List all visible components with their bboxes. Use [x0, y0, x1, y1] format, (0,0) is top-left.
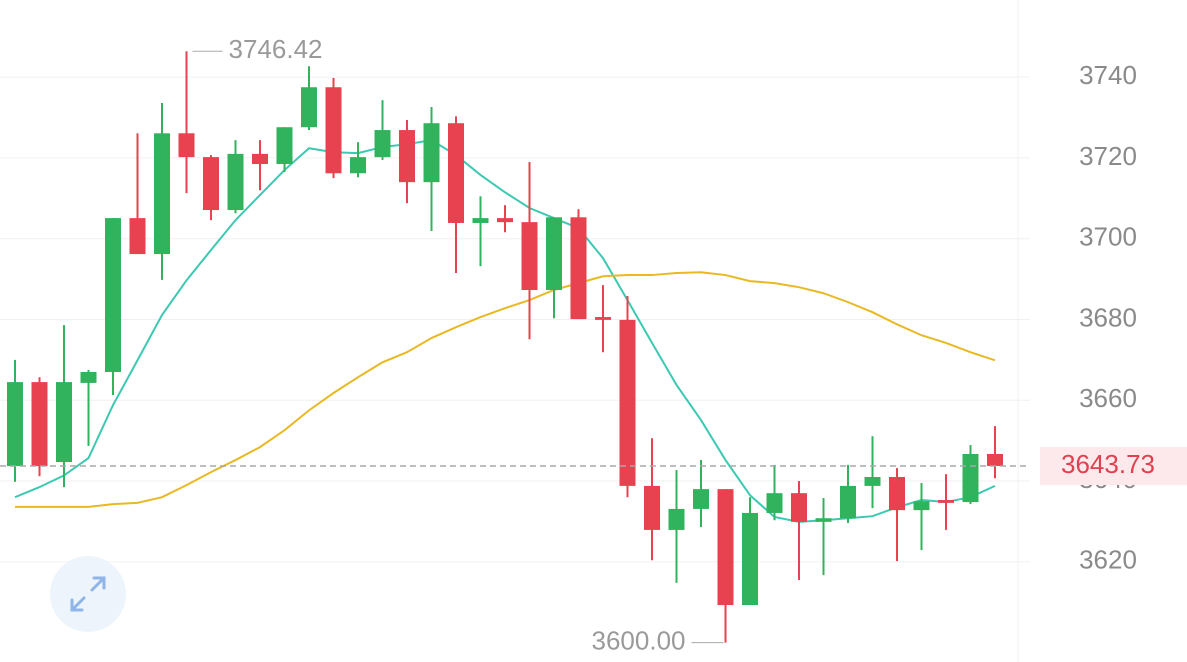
candle-body — [178, 133, 195, 158]
ma-line — [14, 139, 996, 523]
candle-body — [423, 123, 440, 183]
low-marker-label: 3600.00 — [592, 625, 686, 655]
candle-body — [619, 319, 636, 486]
candle-body — [80, 371, 97, 383]
y-tick-label: 3720 — [1079, 141, 1137, 171]
ma-line — [15, 271, 996, 508]
candle-body — [301, 87, 317, 128]
candle-body — [399, 130, 415, 183]
y-tick-label: 3740 — [1079, 60, 1137, 90]
candle-body — [521, 222, 538, 291]
candle-body — [913, 501, 930, 511]
high-marker-label: 3746.42 — [229, 34, 323, 64]
candle-body — [56, 382, 72, 463]
candle-body — [791, 493, 807, 522]
candle-body — [472, 218, 489, 223]
candle-body — [546, 217, 562, 291]
candle-body — [154, 133, 170, 255]
candle-body — [374, 130, 391, 158]
candle-body — [252, 153, 268, 164]
candle-body — [644, 485, 660, 530]
candle-layer — [7, 51, 1003, 643]
label-layer: 36203640366036803700372037403746.423600.… — [0, 34, 1187, 655]
candle-body — [7, 382, 23, 467]
candle-body — [938, 500, 954, 503]
candle-body — [766, 493, 783, 513]
candle-body — [889, 477, 905, 511]
candle-body — [31, 382, 48, 467]
candle-body — [693, 489, 709, 509]
candle-body — [105, 218, 121, 372]
last-price-label: 3643.73 — [1061, 449, 1155, 479]
candle-body — [276, 127, 293, 164]
candle-body — [350, 157, 366, 174]
y-tick-label: 3700 — [1079, 222, 1137, 252]
candle-body — [840, 485, 856, 519]
candle-body — [864, 477, 881, 486]
candle-body — [570, 217, 587, 320]
expand-button[interactable] — [50, 556, 126, 632]
candle-body — [815, 518, 832, 522]
candle-body — [448, 123, 464, 223]
candle-body — [987, 453, 1003, 466]
candle-body — [595, 317, 611, 320]
candle-body — [497, 218, 513, 223]
y-tick-label: 3620 — [1079, 545, 1137, 575]
grid-layer — [0, 76, 1030, 563]
ma-layer — [14, 139, 996, 523]
expand-button-bg — [50, 556, 126, 632]
candle-body — [668, 508, 685, 530]
y-tick-label: 3680 — [1079, 302, 1137, 332]
candle-body — [742, 512, 758, 606]
expand-icon — [70, 576, 106, 612]
candle-body — [717, 489, 734, 606]
candle-body — [203, 157, 219, 211]
y-tick-label: 3660 — [1079, 383, 1137, 413]
candle-body — [227, 153, 244, 211]
candle-body — [325, 87, 342, 174]
candle-body — [129, 218, 146, 255]
last-price-badge — [1040, 446, 1187, 485]
candle-body — [962, 453, 979, 503]
